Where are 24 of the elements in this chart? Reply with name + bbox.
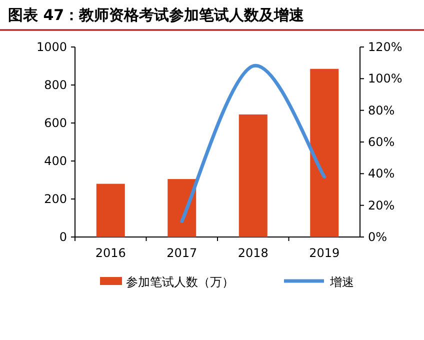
y2-tick-label: 60% <box>368 135 395 149</box>
y-tick-label: 0 <box>59 230 67 244</box>
y2-tick-label: 20% <box>368 198 395 212</box>
bar <box>238 114 268 237</box>
chart-title: 图表 47：教师资格考试参加笔试人数及增速 <box>8 6 306 24</box>
y-tick-label: 400 <box>44 154 67 168</box>
y2-tick-label: 120% <box>368 40 402 54</box>
bar <box>310 68 339 237</box>
y-tick-label: 800 <box>44 78 67 92</box>
y-tick-label: 1000 <box>36 40 67 54</box>
legend-label: 增速 <box>329 275 354 289</box>
bar <box>168 179 196 237</box>
y2-tick-label: 100% <box>368 72 402 86</box>
bar <box>96 184 125 237</box>
y-tick-label: 200 <box>44 192 67 206</box>
x-tick-label: 2016 <box>95 246 126 260</box>
x-tick-label: 2017 <box>166 246 198 260</box>
x-tick-label: 2019 <box>309 246 340 260</box>
y2-tick-label: 80% <box>368 103 395 118</box>
x-tick-label: 2018 <box>238 246 268 260</box>
y2-tick-label: 40% <box>368 166 395 181</box>
legend-label: 参加笔试人数（万） <box>126 275 234 289</box>
y2-tick-label: 0% <box>368 230 388 244</box>
y-tick-label: 600 <box>44 116 67 130</box>
